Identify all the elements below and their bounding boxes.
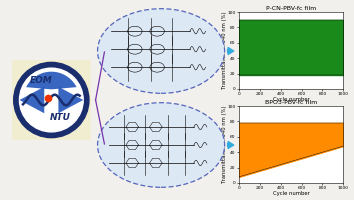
Y-axis label: Transmittance at 540 nm (%): Transmittance at 540 nm (%) bbox=[222, 12, 227, 89]
Y-axis label: Transmittance at 540 nm (%): Transmittance at 540 nm (%) bbox=[222, 106, 227, 183]
X-axis label: Cycle number: Cycle number bbox=[273, 191, 310, 196]
Ellipse shape bbox=[98, 103, 224, 187]
Text: NTU: NTU bbox=[50, 113, 70, 122]
Ellipse shape bbox=[14, 62, 89, 138]
Ellipse shape bbox=[19, 68, 83, 132]
Polygon shape bbox=[26, 72, 76, 89]
Polygon shape bbox=[58, 87, 83, 113]
Title: P-CN-PBV-fc film: P-CN-PBV-fc film bbox=[266, 6, 316, 11]
Polygon shape bbox=[19, 87, 44, 113]
Polygon shape bbox=[11, 60, 91, 140]
Title: BPO3-PBV-fc film: BPO3-PBV-fc film bbox=[265, 100, 317, 105]
Text: EOM: EOM bbox=[29, 76, 52, 85]
Ellipse shape bbox=[98, 9, 224, 93]
X-axis label: Cycle number: Cycle number bbox=[273, 97, 310, 102]
